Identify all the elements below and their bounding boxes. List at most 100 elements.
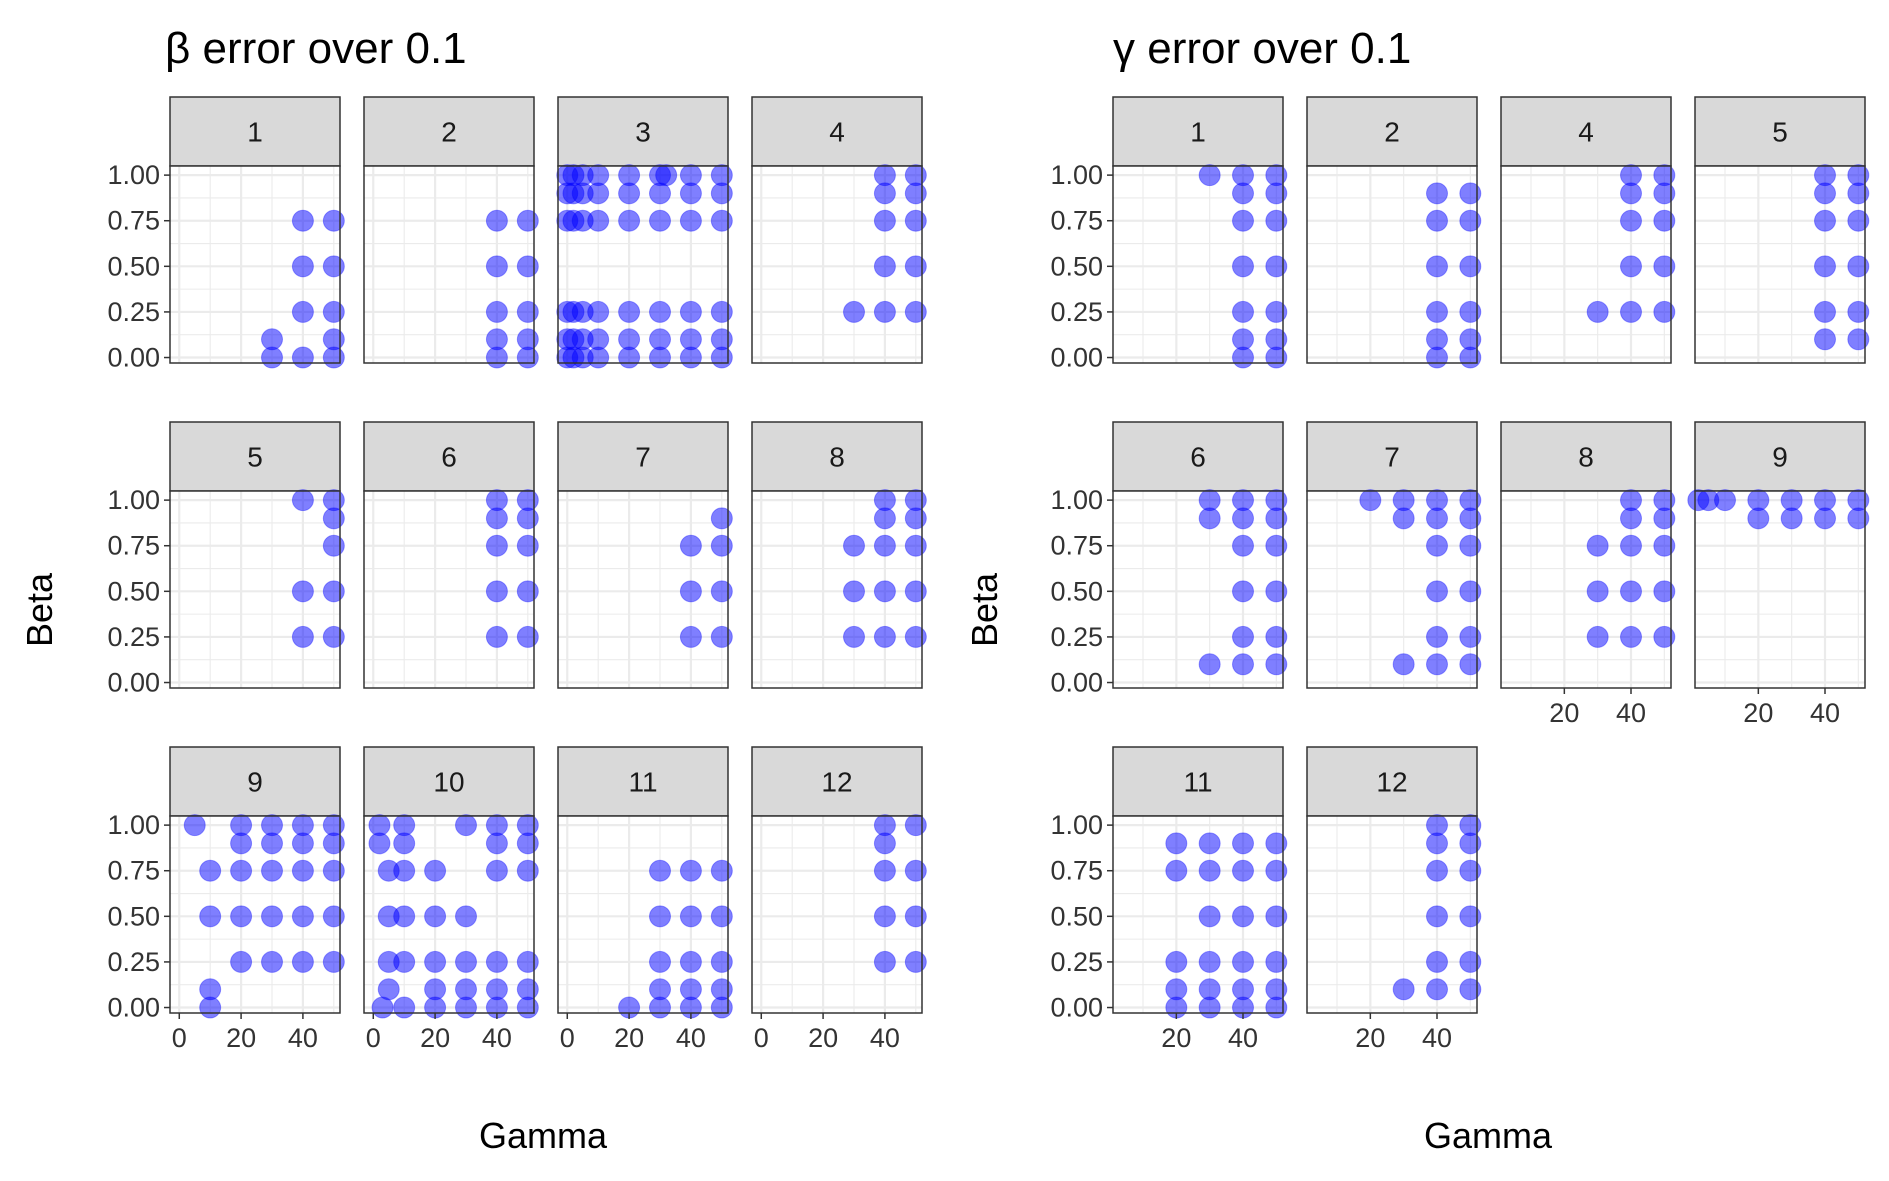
data-point <box>679 859 702 882</box>
data-point <box>873 905 896 928</box>
data-point <box>649 978 671 1001</box>
x-tick-label: 40 <box>1810 698 1840 728</box>
data-point <box>1232 950 1254 973</box>
data-point <box>873 814 896 837</box>
y-tick-label: 1.00 <box>1050 810 1103 840</box>
data-point <box>1459 489 1482 512</box>
panel-background <box>170 816 340 1013</box>
data-point <box>1586 625 1609 648</box>
facet-strip <box>557 746 729 817</box>
facet-strip <box>363 421 535 492</box>
y-tick-label: 0.50 <box>1050 251 1103 281</box>
data-point <box>904 905 927 928</box>
data-point <box>1620 255 1642 278</box>
data-point <box>1426 653 1448 676</box>
data-point <box>1620 209 1642 232</box>
data-point <box>393 814 416 837</box>
data-point <box>1392 653 1415 676</box>
left-facet-panel-5: 5 0.00 0.25 0.50 0.75 1.00 <box>107 421 345 698</box>
data-point <box>1653 300 1676 323</box>
data-point <box>424 859 447 882</box>
data-point <box>199 859 222 882</box>
y-tick-label: 0.00 <box>1050 343 1103 373</box>
panel-background <box>1113 491 1283 688</box>
data-point <box>1459 978 1482 1001</box>
panel-background <box>1501 491 1671 688</box>
data-point <box>322 255 345 278</box>
data-point <box>904 950 927 973</box>
data-point <box>322 328 345 351</box>
data-point <box>1232 625 1254 648</box>
data-point <box>1426 209 1448 232</box>
data-point <box>1714 489 1736 512</box>
data-point <box>424 950 447 973</box>
data-point <box>873 580 896 603</box>
y-tick-label: 0.75 <box>107 856 160 886</box>
data-point <box>516 489 539 512</box>
data-point <box>1265 489 1288 512</box>
x-tick-label: 40 <box>482 1023 512 1053</box>
data-point <box>1232 328 1254 351</box>
data-point <box>679 328 702 351</box>
data-point <box>1586 580 1609 603</box>
panel-border <box>1306 490 1478 689</box>
y-tick-label: 0.75 <box>1050 856 1103 886</box>
left-facet-panel-12: 12 0 20 40 <box>751 746 927 1053</box>
data-point <box>679 950 702 973</box>
data-point <box>424 978 447 1001</box>
data-point <box>1198 905 1221 928</box>
panel-border <box>1500 165 1672 364</box>
data-point <box>516 950 539 973</box>
data-point <box>1653 489 1676 512</box>
left-facet-panel-2: 2 <box>363 96 539 369</box>
panel-background <box>1307 491 1477 688</box>
data-point <box>649 859 671 882</box>
data-point <box>1426 625 1448 648</box>
data-point <box>1198 950 1221 973</box>
data-point <box>679 905 702 928</box>
data-point <box>455 814 477 837</box>
data-point <box>587 300 610 323</box>
data-point <box>1653 580 1676 603</box>
data-point <box>1232 209 1254 232</box>
data-point <box>516 580 539 603</box>
data-point <box>904 255 927 278</box>
data-point <box>485 534 508 557</box>
left-facet-panel-4: 4 <box>751 96 927 364</box>
facet-strip <box>1112 421 1284 492</box>
data-point <box>873 300 896 323</box>
y-tick-label: 0.50 <box>1050 901 1103 931</box>
data-point <box>377 978 400 1001</box>
right-facet-panel-5: 5 <box>1694 96 1870 364</box>
left-facet-panel-10: 10 0 20 40 <box>363 746 539 1053</box>
data-point <box>710 209 733 232</box>
x-tick-label: 20 <box>226 1023 256 1053</box>
data-point <box>679 164 702 187</box>
data-point <box>649 950 671 973</box>
data-point <box>1198 489 1221 512</box>
data-point <box>1459 859 1482 882</box>
facet-strip-label: 8 <box>829 442 845 473</box>
y-tick-label: 0.50 <box>107 251 160 281</box>
data-point <box>679 625 702 648</box>
data-point <box>1653 164 1676 187</box>
x-tick-label: 0 <box>560 1023 575 1053</box>
right-facet-panel-11: 11 0.00 0.25 0.50 0.75 1.00 20 40 <box>1050 746 1288 1053</box>
data-point <box>1459 625 1482 648</box>
data-point <box>710 164 733 187</box>
data-point <box>843 534 865 557</box>
data-point <box>1814 209 1836 232</box>
data-point <box>1847 328 1870 351</box>
data-point <box>516 978 539 1001</box>
data-point <box>1620 300 1642 323</box>
panel-background <box>1307 816 1477 1013</box>
data-point <box>587 209 610 232</box>
data-point <box>873 625 896 648</box>
left-facet-panel-3: 3 <box>556 96 733 369</box>
data-point <box>679 300 702 323</box>
data-point <box>1426 182 1448 205</box>
data-point <box>1165 978 1188 1001</box>
panel-background <box>752 491 922 688</box>
x-tick-label: 40 <box>870 1023 900 1053</box>
facet-strip <box>1500 421 1672 492</box>
